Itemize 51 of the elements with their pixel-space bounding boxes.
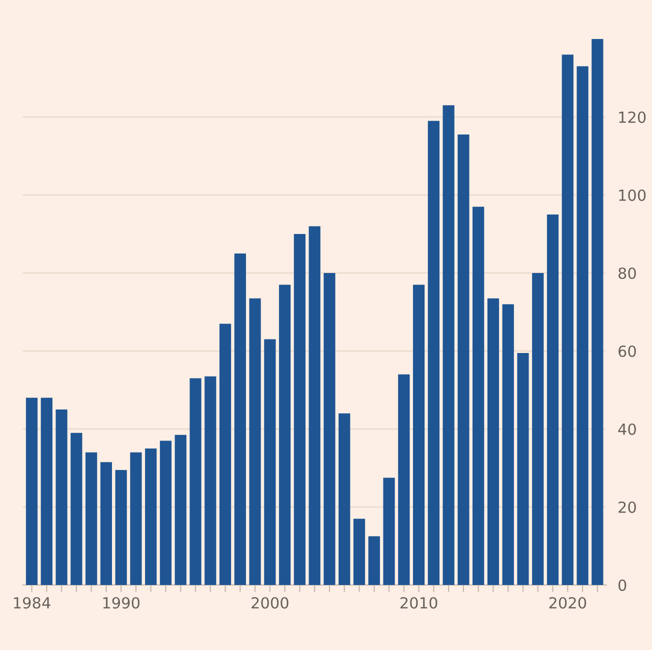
- bar: [160, 440, 172, 585]
- bar: [353, 518, 366, 585]
- bar: [502, 304, 514, 585]
- bar: [546, 214, 559, 585]
- bar: [100, 462, 112, 585]
- bar: [249, 298, 261, 585]
- bar: [308, 226, 320, 585]
- bar: [442, 105, 454, 585]
- bar: [264, 339, 276, 585]
- bar: [412, 284, 425, 585]
- bar: [70, 432, 82, 585]
- bar: [56, 410, 68, 585]
- x-tick-label: 1990: [103, 597, 140, 609]
- y-tick-label: 100: [619, 189, 646, 202]
- bar: [592, 39, 604, 585]
- y-tick-label: 120: [619, 111, 646, 124]
- bar: [458, 134, 470, 585]
- bar: [576, 66, 588, 585]
- bar: [338, 413, 350, 585]
- bar: [190, 378, 202, 585]
- bar: [487, 298, 500, 585]
- y-tick-label: 20: [618, 501, 636, 514]
- bar: [562, 54, 574, 585]
- bar: [398, 374, 410, 585]
- bar: [115, 470, 127, 585]
- bar: [532, 273, 544, 585]
- bar: [40, 398, 52, 585]
- bar: [428, 120, 440, 585]
- bar: [174, 434, 186, 585]
- x-tick-label: 2010: [400, 597, 438, 609]
- y-tick-label: 60: [618, 345, 636, 358]
- x-tick-label: 2020: [549, 597, 586, 609]
- x-tick-label: 2000: [252, 597, 288, 609]
- y-tick-label: 0: [618, 579, 626, 592]
- x-tick-label: 1984: [14, 597, 50, 609]
- bar: [517, 352, 529, 585]
- y-tick-label: 40: [618, 423, 636, 436]
- bar: [26, 398, 38, 585]
- bar: [279, 284, 291, 585]
- bar: [204, 376, 216, 585]
- bar: [294, 234, 306, 585]
- bar: [234, 254, 246, 585]
- bar: [324, 273, 336, 585]
- bar: [219, 324, 232, 585]
- y-tick-label: 80: [618, 267, 636, 280]
- bar: [130, 452, 142, 585]
- bar: [383, 478, 395, 585]
- bar: [368, 536, 380, 585]
- bar: [472, 206, 484, 585]
- bar: [85, 452, 98, 585]
- bar: [145, 448, 157, 585]
